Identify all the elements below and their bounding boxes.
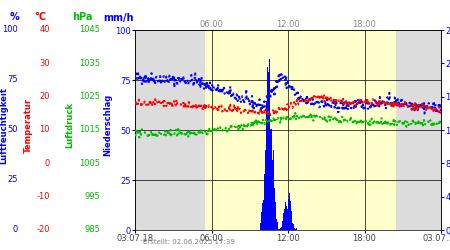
Bar bbox=[396, 30, 441, 230]
Bar bbox=[260, 223, 261, 230]
Text: 25: 25 bbox=[8, 176, 18, 184]
Text: 30: 30 bbox=[40, 59, 50, 68]
Text: Temperatur: Temperatur bbox=[23, 98, 32, 152]
Bar bbox=[271, 111, 272, 230]
Text: 1025: 1025 bbox=[79, 92, 100, 101]
Bar bbox=[283, 213, 284, 230]
Text: 50: 50 bbox=[8, 126, 18, 134]
Text: Luftfeuchtigkeit: Luftfeuchtigkeit bbox=[0, 86, 9, 164]
Text: 1015: 1015 bbox=[79, 126, 100, 134]
Bar bbox=[290, 201, 291, 230]
Text: 100: 100 bbox=[2, 26, 18, 35]
Text: -10: -10 bbox=[36, 192, 50, 201]
Bar bbox=[266, 101, 267, 230]
Text: 1005: 1005 bbox=[79, 159, 100, 168]
Text: hPa: hPa bbox=[72, 12, 92, 22]
Bar bbox=[262, 203, 263, 230]
Text: 10: 10 bbox=[40, 126, 50, 134]
Bar bbox=[268, 72, 269, 230]
Bar bbox=[263, 200, 264, 230]
Bar bbox=[277, 222, 278, 230]
Text: 1035: 1035 bbox=[79, 59, 100, 68]
Text: 1045: 1045 bbox=[79, 26, 100, 35]
Bar bbox=[274, 205, 275, 230]
Bar bbox=[296, 228, 297, 230]
Bar bbox=[287, 196, 288, 230]
Text: 0: 0 bbox=[13, 226, 18, 234]
Bar bbox=[288, 196, 289, 230]
Bar bbox=[265, 150, 266, 230]
Bar bbox=[276, 220, 277, 230]
Text: Erstellt: 02.06.2025 17:39: Erstellt: 02.06.2025 17:39 bbox=[143, 239, 235, 245]
Bar bbox=[295, 228, 296, 230]
Bar bbox=[272, 160, 273, 230]
Text: Niederschlag: Niederschlag bbox=[104, 94, 112, 156]
Bar bbox=[269, 77, 270, 230]
Text: mm/h: mm/h bbox=[103, 12, 133, 22]
Bar bbox=[281, 227, 282, 230]
Text: %: % bbox=[10, 12, 20, 22]
Text: -20: -20 bbox=[36, 226, 50, 234]
Bar bbox=[261, 212, 262, 230]
Bar bbox=[294, 228, 295, 230]
Text: Luftdruck: Luftdruck bbox=[66, 102, 75, 148]
Bar bbox=[273, 150, 274, 230]
Bar bbox=[135, 30, 205, 230]
Bar bbox=[293, 224, 294, 230]
Text: 40: 40 bbox=[40, 26, 50, 35]
Text: 0: 0 bbox=[45, 159, 50, 168]
Bar bbox=[291, 211, 292, 230]
Bar bbox=[289, 193, 290, 230]
Bar bbox=[279, 229, 280, 230]
Bar bbox=[275, 202, 276, 230]
Text: 20: 20 bbox=[40, 92, 50, 101]
Bar bbox=[284, 209, 285, 230]
Text: °C: °C bbox=[34, 12, 46, 22]
Bar bbox=[264, 174, 265, 230]
Text: 995: 995 bbox=[84, 192, 100, 201]
Bar bbox=[292, 223, 293, 230]
Bar bbox=[280, 228, 281, 230]
Bar bbox=[285, 202, 286, 230]
Bar bbox=[282, 221, 283, 230]
Bar bbox=[286, 206, 287, 230]
Text: 75: 75 bbox=[7, 76, 18, 84]
Bar bbox=[270, 129, 271, 230]
Bar bbox=[267, 67, 268, 230]
Text: 985: 985 bbox=[84, 226, 100, 234]
